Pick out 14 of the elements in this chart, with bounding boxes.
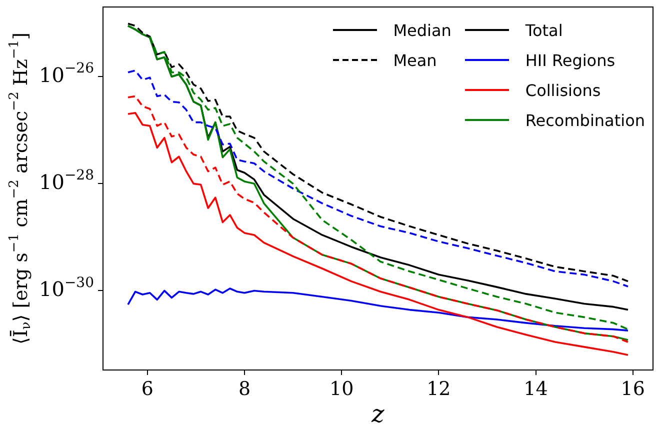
x-tick-label: 14	[524, 378, 548, 400]
legend-label: Total	[525, 20, 563, 40]
x-axis-title: z	[370, 400, 385, 425]
x-tick-label: 12	[426, 378, 451, 400]
x-tick-label: 10	[330, 378, 354, 400]
x-tick-label: 8	[238, 378, 251, 400]
legend-label: HII Regions	[525, 50, 616, 70]
annotation: Mean	[393, 50, 437, 70]
legend-label: Recombination	[525, 110, 645, 130]
legend-label: Collisions	[525, 80, 601, 100]
annotation: Median	[393, 20, 452, 40]
text: ⟨Īν⟩ [erg s−1 cm−2 arcsec−2 Hz−1]	[7, 32, 34, 345]
x-tick-label: 16	[620, 378, 645, 400]
x-tick-label: 6	[141, 378, 154, 400]
